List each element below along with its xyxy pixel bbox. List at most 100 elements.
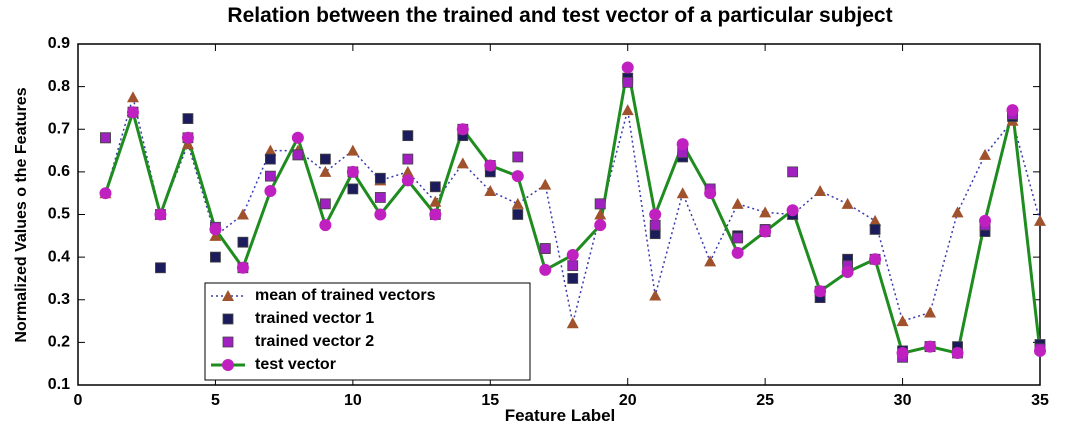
marker [401,174,414,187]
marker [291,131,304,144]
marker [622,76,634,88]
marker [787,166,799,178]
marker [759,206,772,218]
legend-marker [222,359,234,371]
legend-marker [222,336,234,348]
legend-label: mean of trained vectors [255,287,436,304]
marker [511,170,524,183]
marker [319,153,331,165]
marker [1034,344,1046,357]
marker [402,130,414,142]
marker [319,198,331,210]
y-tick-label: 0.4 [48,248,70,265]
marker [182,113,194,124]
marker [924,340,937,353]
x-axis-label: Feature Label [505,406,616,425]
marker [539,263,552,276]
marker [100,132,111,144]
legend-marker [222,290,234,301]
marker [539,243,551,255]
marker [209,223,222,236]
marker [896,315,909,327]
y-tick-label: 0.3 [48,291,70,308]
marker [676,138,689,151]
y-axis-label: Normalized Values o the Features [13,87,30,342]
y-tick-label: 0.2 [48,334,70,351]
marker [594,208,607,220]
marker [236,261,249,274]
marker [951,206,964,218]
marker [374,172,386,184]
marker [786,204,799,217]
marker [841,197,854,209]
marker [704,255,717,267]
marker [155,262,166,274]
marker [566,248,579,261]
marker [869,253,882,266]
marker [511,197,524,209]
legend-label: test vector [255,356,336,373]
legend-marker [222,313,234,325]
x-tick-label: 0 [74,392,83,409]
marker [731,197,744,209]
chart-title: Relation between the trained and test ve… [227,4,892,27]
marker [264,170,276,182]
marker [979,148,992,160]
marker [346,165,359,178]
marker [979,214,992,227]
marker [649,289,662,301]
marker [456,157,469,169]
marker [566,317,579,329]
marker [841,266,854,279]
marker [676,187,689,199]
marker [347,183,359,195]
x-tick-label: 10 [344,392,362,409]
marker [99,187,112,200]
x-tick-label: 5 [211,392,220,409]
marker [567,260,579,272]
marker [732,232,744,244]
legend-box [204,282,531,381]
x-tick-label: 30 [894,392,912,409]
marker [594,198,606,210]
marker [621,61,634,74]
marker [319,219,332,232]
marker [951,347,964,360]
marker [401,165,414,177]
marker [484,185,497,197]
legend: mean of trained vectors trained vector 1 t… [204,282,531,381]
marker [869,224,881,235]
marker [264,153,276,165]
marker [346,144,359,156]
marker [264,185,277,198]
marker [512,209,524,220]
marker [126,106,139,119]
marker [374,192,386,203]
marker [292,149,304,161]
marker [319,165,332,177]
marker [429,181,441,193]
marker [621,104,634,116]
y-tick-label: 0.1 [48,376,70,393]
y-tick-label: 0.9 [48,35,70,52]
marker [1006,104,1019,117]
legend-label: trained vector 2 [255,333,374,350]
y-tick-label: 0.8 [48,78,70,95]
marker [181,131,194,144]
marker [567,273,579,284]
marker [814,285,827,298]
marker [154,208,167,221]
marker [236,208,249,220]
x-tick-label: 35 [1031,392,1049,409]
marker [1034,214,1046,226]
y-tick-label: 0.5 [48,206,70,223]
marker [374,208,387,221]
marker [237,236,249,248]
marker [896,347,909,360]
x-tick-label: 20 [619,392,637,409]
marker [594,219,607,232]
y-tick-label: 0.7 [48,120,70,137]
marker [126,91,139,103]
